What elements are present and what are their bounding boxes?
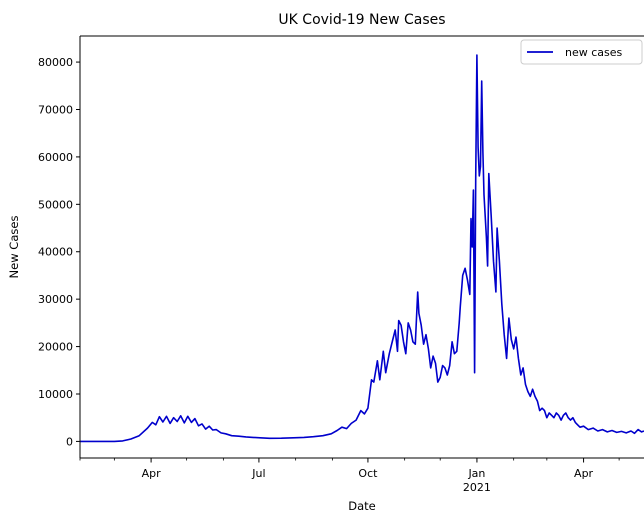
axes-frame	[79, 35, 644, 459]
y-axis-ticks: 0 10000 20000 30000 40000 50000 60000 70000 8000…	[38, 56, 80, 448]
x-tick-label: Apr	[574, 467, 594, 480]
y-tick-label: 60000	[38, 151, 73, 164]
chart-title: UK Covid-19 New Cases	[278, 12, 445, 28]
legend-box	[520, 39, 643, 65]
y-tick-label: 20000	[38, 341, 73, 354]
y-tick-label: 70000	[38, 103, 73, 116]
x-tick-label: Jul	[251, 467, 265, 480]
y-tick-label: 0	[66, 435, 73, 448]
y-tick-label: 30000	[38, 293, 73, 306]
y-tick-label: 40000	[38, 246, 73, 259]
legend: new cases	[520, 39, 643, 65]
y-tick-label: 80000	[38, 56, 73, 69]
x-tick-label: Jan	[467, 467, 485, 480]
x-tick-label: Apr	[142, 467, 162, 480]
series-line-new-cases	[80, 54, 644, 443]
y-tick-label: 10000	[38, 388, 73, 401]
x-axis-label: Date	[348, 499, 376, 513]
x-tick-sublabel: 2021	[463, 481, 491, 494]
legend-label: new cases	[565, 46, 623, 59]
x-tick-label: Oct	[358, 467, 378, 480]
y-axis-label: New Cases	[7, 216, 21, 279]
y-tick-label: 50000	[38, 198, 73, 211]
